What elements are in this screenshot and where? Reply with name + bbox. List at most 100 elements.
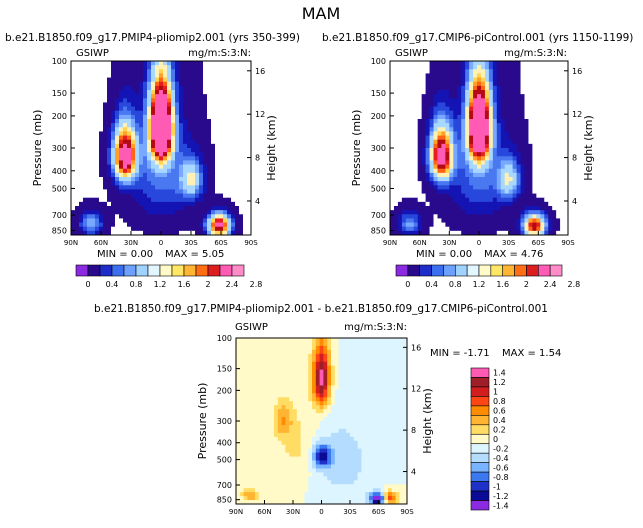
contour-cell	[119, 181, 124, 186]
contour-cell	[203, 143, 208, 149]
contour-cell	[247, 405, 252, 410]
contour-cell	[75, 214, 80, 219]
contour-cell	[401, 110, 407, 116]
left-label: GSIWP	[395, 48, 428, 59]
contour-cell	[79, 65, 84, 70]
contour-cell	[95, 90, 100, 95]
contour-cell	[524, 214, 529, 219]
contour-cell	[293, 369, 298, 374]
contour-cell	[399, 424, 404, 430]
contour-cell	[135, 119, 140, 124]
contour-cell	[111, 114, 116, 120]
contour-cell	[492, 81, 498, 87]
contour-cell	[560, 164, 565, 170]
contour-cell	[484, 114, 490, 120]
contour-cell	[135, 139, 140, 145]
contour-cell	[235, 168, 240, 174]
contour-cell	[453, 114, 458, 120]
contour-cell	[312, 409, 317, 414]
contour-cell	[199, 148, 204, 153]
contour-cell	[441, 172, 446, 178]
contour-cell	[338, 349, 343, 355]
contour-cell	[397, 61, 403, 66]
contour-cell	[308, 357, 313, 363]
contour-cell	[323, 349, 328, 355]
contour-cell	[107, 114, 112, 120]
contour-cell	[239, 148, 244, 153]
contour-cell	[323, 338, 328, 343]
contour-cell	[231, 98, 236, 103]
contour-cell	[95, 206, 100, 211]
contour-cell	[548, 201, 553, 207]
contour-cell	[274, 357, 279, 363]
contour-cell	[409, 168, 415, 174]
contour-cell	[552, 230, 557, 236]
left-label: GSIWP	[235, 322, 268, 333]
contour-cell	[500, 172, 506, 178]
contour-cell	[135, 69, 140, 74]
contour-cell	[223, 73, 228, 78]
contour-cell	[87, 114, 92, 120]
contour-cell	[342, 361, 347, 367]
contour-cell	[83, 143, 88, 149]
contour-cell	[334, 341, 339, 347]
contour-cell	[119, 210, 124, 215]
contour-cell	[281, 369, 286, 374]
contour-cell	[496, 135, 502, 141]
contour-cell	[239, 385, 244, 390]
contour-cell	[131, 61, 136, 66]
contour-cell	[179, 201, 184, 207]
contour-cell	[453, 226, 458, 232]
contour-cell	[496, 77, 502, 83]
contour-cell	[155, 210, 160, 215]
contour-cell	[159, 214, 164, 219]
contour-cell	[327, 365, 332, 371]
contour-cell	[115, 189, 120, 194]
contour-cell	[473, 65, 478, 70]
contour-cell	[236, 428, 241, 434]
contour-cell	[480, 210, 486, 215]
contour-cell	[401, 102, 407, 107]
contour-cell	[143, 65, 148, 70]
contour-cell	[87, 110, 92, 116]
contour-cell	[405, 98, 411, 103]
contour-cell	[163, 164, 168, 170]
contour-cell	[532, 222, 537, 228]
contour-cell	[87, 131, 92, 136]
contour-cell	[469, 94, 474, 99]
contour-cell	[461, 143, 466, 149]
contour-cell	[239, 226, 244, 232]
contour-cell	[350, 369, 355, 374]
contour-cell	[532, 226, 537, 232]
contour-cell	[207, 131, 212, 136]
contour-cell	[421, 127, 426, 132]
contour-cell	[255, 341, 260, 347]
contour-cell	[258, 338, 263, 343]
contour-cell	[380, 424, 385, 430]
contour-cell	[560, 61, 565, 66]
contour-cell	[308, 361, 313, 367]
contour-cell	[425, 114, 430, 120]
contour-cell	[500, 168, 506, 174]
contour-cell	[99, 218, 104, 223]
contour-cell	[107, 69, 112, 74]
contour-cell	[87, 201, 92, 207]
contour-cell	[388, 377, 393, 382]
contour-cell	[425, 61, 430, 66]
contour-cell	[331, 413, 336, 418]
contour-cell	[111, 168, 116, 174]
contour-cell	[331, 341, 336, 347]
contour-cell	[199, 110, 204, 116]
contour-cell	[227, 172, 232, 178]
contour-cell	[556, 94, 561, 99]
contour-cell	[119, 152, 124, 157]
contour-cell	[548, 119, 553, 124]
contour-cell	[480, 172, 486, 178]
contour-cell	[331, 393, 336, 398]
contour-cell	[403, 401, 408, 406]
contour-cell	[115, 177, 120, 182]
contour-cell	[151, 61, 156, 66]
contour-cell	[528, 106, 533, 112]
contour-cell	[277, 377, 282, 382]
contour-cell	[183, 69, 188, 74]
